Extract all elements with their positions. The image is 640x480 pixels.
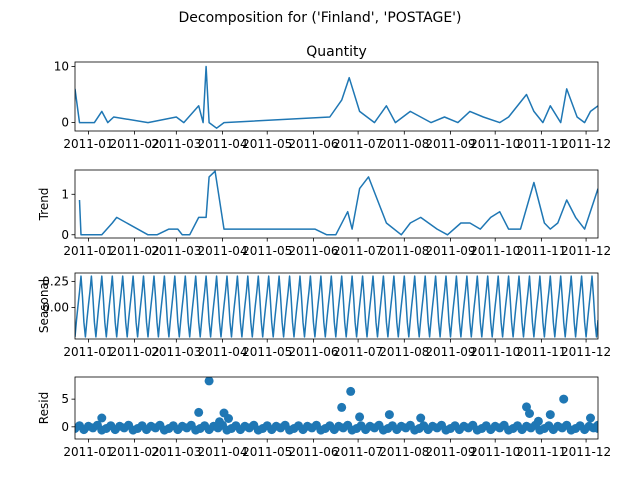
x-tick-label: 2011-04 [197,244,247,258]
x-tick-label: 2011-02 [110,244,160,258]
resid-point [533,416,543,426]
resid-point [593,424,598,433]
panel-4: Resid052011-012011-022011-032011-042011-… [37,376,611,459]
panel-1: Quantity0102011-012011-022011-032011-042… [54,44,611,151]
y-tick-label: 0 [61,420,69,434]
resid-point [194,407,204,417]
x-tick-label: 2011-08 [379,244,429,258]
axes-frame [74,272,599,340]
series-line [78,170,598,236]
x-tick-label: 2011-05 [242,244,292,258]
x-tick-label: 2011-06 [288,244,338,258]
axes-frame [74,61,599,132]
x-tick-label: 2011-01 [63,345,113,359]
y-tick-label: 0.00 [42,301,69,315]
x-tick-label: 2011-01 [63,244,113,258]
x-tick-label: 2011-11 [516,345,566,359]
resid-point [337,402,347,412]
x-tick-label: 2011-03 [151,345,201,359]
y-axis-label: Trend [37,188,51,222]
x-tick-label: 2011-12 [561,345,611,359]
x-tick-label: 2011-05 [242,137,292,151]
x-tick-label: 2011-09 [425,244,475,258]
x-tick-label: 2011-08 [379,345,429,359]
x-tick-label: 2011-02 [110,137,160,151]
resid-point [346,386,356,396]
series-line [75,65,598,129]
resid-point [416,413,426,423]
panel-2: Trend012011-012011-022011-032011-042011-… [37,169,611,258]
x-tick-label: 2011-04 [197,445,247,459]
x-tick-label: 2011-04 [197,345,247,359]
y-tick-label: 0 [61,228,69,242]
x-tick-label: 2011-07 [333,244,383,258]
x-tick-label: 2011-03 [151,244,201,258]
x-tick-label: 2011-03 [151,445,201,459]
x-tick-label: 2011-09 [425,445,475,459]
x-tick-label: 2011-11 [516,244,566,258]
resid-point [204,377,214,386]
x-tick-label: 2011-06 [288,445,338,459]
x-tick-label: 2011-06 [288,345,338,359]
x-tick-label: 2011-01 [63,137,113,151]
y-tick-label: 5 [61,392,69,406]
y-tick-label: 0 [61,116,69,130]
x-tick-label: 2011-05 [242,345,292,359]
y-axis-label: Resid [37,392,51,424]
y-axis-label: Seasonal [37,279,51,333]
plot-area [75,65,598,129]
x-tick-label: 2011-07 [333,137,383,151]
resid-point [545,410,555,420]
x-tick-label: 2011-05 [242,445,292,459]
x-tick-label: 2011-08 [379,137,429,151]
x-tick-label: 2011-12 [561,137,611,151]
x-tick-label: 2011-10 [470,445,520,459]
axes-frame [74,169,599,239]
resid-point [559,394,569,404]
panel-title: Quantity [306,44,367,60]
seasonal-line [75,275,598,338]
x-tick-label: 2011-07 [333,345,383,359]
x-tick-label: 2011-08 [379,445,429,459]
resid-point [224,414,233,423]
plot-area [75,275,598,338]
x-tick-label: 2011-12 [561,445,611,459]
x-tick-label: 2011-09 [425,345,475,359]
x-tick-label: 2011-10 [470,137,520,151]
x-tick-label: 2011-10 [470,244,520,258]
x-tick-label: 2011-02 [110,345,160,359]
y-tick-label: 1 [61,187,69,201]
panels: Quantity0102011-012011-022011-032011-042… [37,44,611,459]
x-tick-label: 2011-11 [516,445,566,459]
panel-3: Seasonal0.250.002011-012011-022011-03201… [37,272,611,359]
x-tick-label: 2011-06 [288,137,338,151]
resid-point [384,410,394,420]
x-tick-label: 2011-03 [151,137,201,151]
axes-frame [74,376,599,440]
figure-suptitle: Decomposition for ('Finland', 'POSTAGE') [179,10,462,26]
resid-point [525,409,534,418]
x-tick-label: 2011-07 [333,445,383,459]
x-tick-label: 2011-11 [516,137,566,151]
x-tick-label: 2011-02 [110,445,160,459]
plot-area [75,377,598,435]
resid-point [97,413,107,423]
plot-area [78,170,598,236]
x-tick-label: 2011-09 [425,137,475,151]
x-tick-label: 2011-01 [63,445,113,459]
y-tick-label: 10 [54,59,69,73]
resid-point [215,417,224,427]
y-tick-label: 0.25 [42,274,69,288]
x-tick-label: 2011-10 [470,345,520,359]
x-tick-label: 2011-12 [561,244,611,258]
resid-point [355,412,365,422]
resid-point [586,413,595,423]
x-tick-label: 2011-04 [197,137,247,151]
